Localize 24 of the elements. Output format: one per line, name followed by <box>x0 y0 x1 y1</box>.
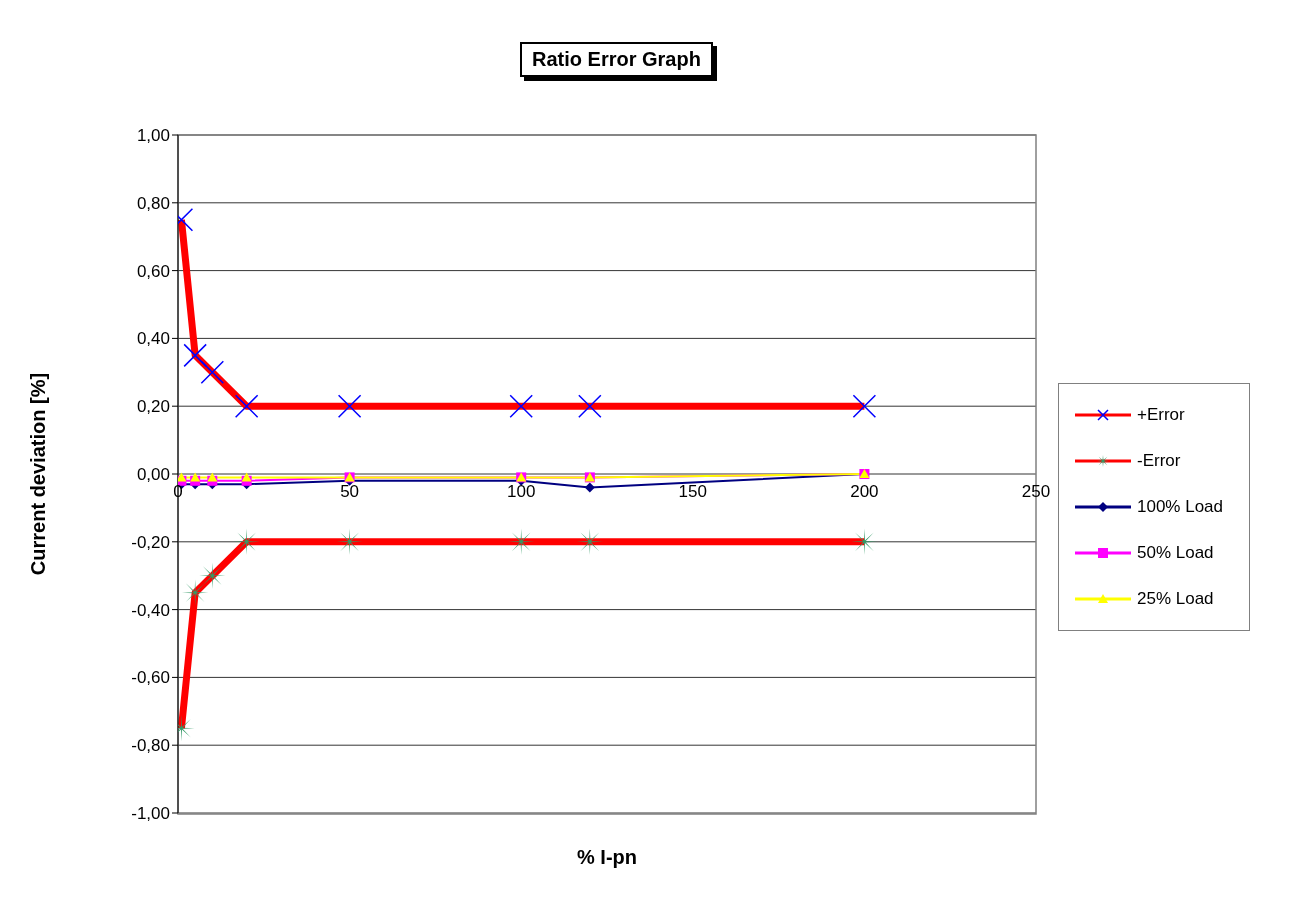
chart-title: Ratio Error Graph <box>520 42 713 77</box>
y-tick-label: 0,20 <box>136 397 170 417</box>
legend-label: 100% Load <box>1137 497 1224 517</box>
legend-label: +Error <box>1137 405 1185 425</box>
x-tick-label: 100 <box>507 481 536 501</box>
y-tick-label: 1,00 <box>136 126 170 146</box>
y-tick-label: 0,60 <box>136 261 170 281</box>
legend-label: -Error <box>1137 451 1181 471</box>
x-tick-label: 250 <box>1021 481 1051 501</box>
y-tick-label: 0,00 <box>136 465 170 485</box>
x-axis-title: % I-pn <box>576 846 638 869</box>
legend-label: 50% Load <box>1137 543 1214 563</box>
y-axis-title: Current deviation [%] <box>27 372 50 576</box>
y-tick-label: 0,40 <box>136 329 170 349</box>
x-tick-label: 50 <box>340 481 360 501</box>
y-tick-label: 0,80 <box>136 193 170 213</box>
x-tick-label: 200 <box>850 481 879 501</box>
y-tick-label: -0,60 <box>131 668 170 688</box>
y-tick-label: -1,00 <box>131 804 170 824</box>
y-tick-label: -0,20 <box>131 532 170 552</box>
y-tick-label: -0,80 <box>131 736 170 756</box>
y-tick-label: -0,40 <box>131 600 170 620</box>
legend-label: 25% Load <box>1137 589 1214 609</box>
x-tick-label: 150 <box>678 481 707 501</box>
